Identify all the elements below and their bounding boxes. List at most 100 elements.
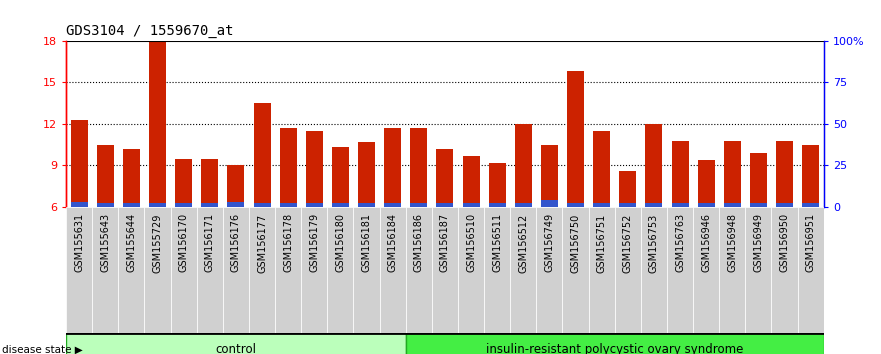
Bar — [724, 202, 741, 207]
Text: GSM156753: GSM156753 — [649, 213, 659, 273]
Bar — [254, 202, 270, 207]
Text: GSM156951: GSM156951 — [805, 213, 816, 273]
Text: GSM156178: GSM156178 — [283, 213, 293, 273]
Text: GSM156948: GSM156948 — [728, 213, 737, 272]
Bar — [306, 202, 322, 207]
Bar — [223, 207, 249, 333]
Bar — [275, 207, 301, 333]
Bar — [149, 203, 166, 207]
Bar — [541, 145, 558, 207]
Text: GSM155631: GSM155631 — [74, 213, 85, 273]
Bar — [358, 202, 375, 207]
Bar — [463, 156, 479, 207]
Text: GSM156184: GSM156184 — [388, 213, 397, 272]
Bar — [646, 202, 663, 207]
Text: insulin-resistant polycystic ovary syndrome: insulin-resistant polycystic ovary syndr… — [486, 343, 744, 354]
Bar — [776, 141, 793, 207]
Bar — [803, 145, 819, 207]
Bar — [562, 207, 589, 333]
Bar — [353, 207, 380, 333]
Bar — [693, 207, 719, 333]
Text: GSM156751: GSM156751 — [596, 213, 607, 273]
Text: GSM155729: GSM155729 — [152, 213, 162, 273]
Bar — [254, 103, 270, 207]
Bar — [724, 141, 741, 207]
Bar — [196, 207, 223, 333]
Bar — [306, 131, 322, 207]
Bar — [776, 202, 793, 207]
Bar — [750, 153, 766, 207]
Bar — [515, 202, 532, 207]
Bar — [458, 207, 484, 333]
Bar — [640, 207, 667, 333]
Text: GSM155644: GSM155644 — [126, 213, 137, 273]
Bar — [249, 207, 275, 333]
Bar — [567, 202, 584, 207]
Bar — [750, 202, 766, 207]
Bar — [380, 207, 406, 333]
Bar — [171, 207, 196, 333]
Bar — [510, 207, 537, 333]
Bar — [384, 202, 401, 207]
Bar — [797, 207, 824, 333]
Bar — [537, 207, 562, 333]
Bar — [227, 166, 244, 207]
Bar — [358, 142, 375, 207]
Text: GSM156752: GSM156752 — [623, 213, 633, 273]
Bar — [118, 207, 144, 333]
Text: GSM156171: GSM156171 — [204, 213, 215, 273]
Text: GSM156946: GSM156946 — [701, 213, 711, 272]
Bar — [745, 207, 772, 333]
Bar — [489, 163, 506, 207]
Text: GSM156179: GSM156179 — [309, 213, 319, 273]
Text: GSM156181: GSM156181 — [361, 213, 372, 272]
Bar — [332, 148, 349, 207]
Bar — [93, 207, 118, 333]
Bar — [332, 202, 349, 207]
Bar — [66, 207, 93, 333]
Bar — [301, 207, 328, 333]
Bar — [803, 203, 819, 207]
Bar — [436, 149, 454, 207]
Text: GDS3104 / 1559670_at: GDS3104 / 1559670_at — [66, 24, 233, 38]
Text: disease state ▶: disease state ▶ — [2, 344, 83, 354]
Bar — [515, 124, 532, 207]
Bar — [436, 203, 454, 207]
Bar — [411, 203, 427, 207]
Bar — [589, 207, 615, 333]
Bar — [567, 71, 584, 207]
Bar — [615, 207, 640, 333]
Text: GSM156950: GSM156950 — [780, 213, 789, 273]
Bar — [411, 128, 427, 207]
Bar — [619, 171, 636, 207]
Text: control: control — [215, 343, 256, 354]
Bar — [97, 203, 114, 207]
Bar — [772, 207, 797, 333]
Bar — [97, 145, 114, 207]
Text: GSM156176: GSM156176 — [231, 213, 241, 273]
Bar — [671, 202, 689, 207]
Bar — [149, 41, 166, 207]
Bar — [432, 207, 458, 333]
Bar — [122, 203, 140, 207]
Bar — [66, 333, 406, 354]
Bar — [406, 207, 432, 333]
Bar — [646, 124, 663, 207]
Text: GSM156186: GSM156186 — [414, 213, 424, 272]
Text: GSM156187: GSM156187 — [440, 213, 450, 273]
Text: GSM156510: GSM156510 — [466, 213, 476, 273]
Bar — [406, 333, 824, 354]
Text: GSM156750: GSM156750 — [571, 213, 581, 273]
Text: GSM155643: GSM155643 — [100, 213, 110, 273]
Bar — [122, 149, 140, 207]
Bar — [70, 120, 87, 207]
Bar — [201, 159, 218, 207]
Bar — [698, 202, 714, 207]
Bar — [144, 207, 171, 333]
Bar — [328, 207, 353, 333]
Text: GSM156763: GSM156763 — [675, 213, 685, 273]
Text: GSM156749: GSM156749 — [544, 213, 554, 273]
Bar — [619, 202, 636, 207]
Text: GSM156949: GSM156949 — [753, 213, 764, 272]
Bar — [484, 207, 510, 333]
